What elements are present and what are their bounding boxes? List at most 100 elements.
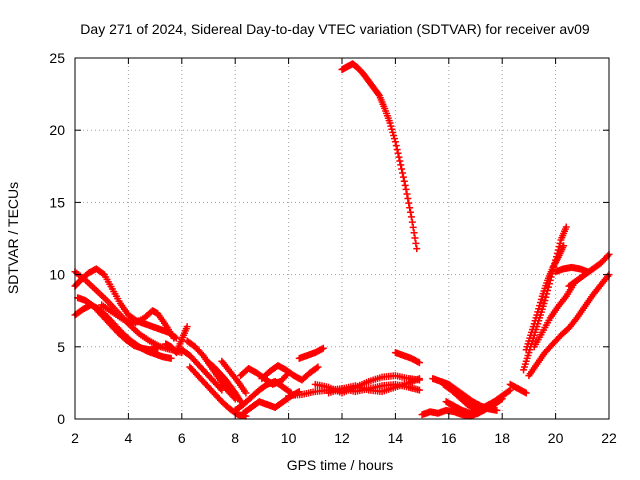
data-point [391,138,399,146]
data-point [236,396,244,404]
y-tick-label: 5 [57,339,65,355]
data-point [542,293,550,301]
data-point [415,359,423,367]
data-point [534,308,542,316]
data-point [415,375,423,383]
series-trackP [295,344,327,362]
series-trackAF [552,263,592,276]
data-point [402,185,410,193]
data-point [556,239,564,247]
series-trackK [218,357,250,397]
x-tick-labels: 2 4 6 8 10 12 14 16 18 20 22 [71,430,617,446]
x-tick-label: 14 [388,430,404,446]
x-tick-label: 10 [281,430,297,446]
data-point [403,190,411,198]
data-point [398,165,406,173]
x-tick-label: 20 [548,430,564,446]
y-tick-label: 10 [49,267,65,283]
series-trackM [231,377,295,414]
y-tick-labels: 0 5 10 15 20 25 [49,50,65,427]
data-point [535,305,543,313]
data-point [536,299,544,307]
data-point [407,208,415,216]
data-point [397,161,405,169]
data-point [562,223,570,231]
data-point [522,389,530,397]
data-point [393,145,401,153]
y-tick-label: 25 [49,50,65,66]
data-point [413,245,421,253]
series-trackG [178,346,226,394]
series-trackJ [205,359,245,406]
x-tick-label: 2 [71,430,79,446]
x-tick-label: 6 [178,430,186,446]
series-trackAD [530,279,578,351]
data-point [584,268,592,276]
y-tick-label: 0 [57,411,65,427]
data-point [167,354,175,362]
x-tick-label: 8 [231,430,239,446]
x-tick-label: 16 [441,430,457,446]
data-point [560,242,568,250]
data-point [399,169,407,177]
data-point [493,406,501,414]
x-tick-label: 4 [125,430,133,446]
data-point [536,302,544,310]
grid-lines [75,58,609,419]
data-point [386,119,394,127]
data-point [412,239,420,247]
y-axis-label: SDTVAR / TECUs [5,182,21,294]
y-tick-label: 20 [49,122,65,138]
data-point [415,386,423,394]
series-trackS [325,375,423,397]
data-point [406,204,414,212]
axis-ticks [74,57,610,420]
data-point [319,344,327,352]
series-trackAE [565,250,613,290]
data-point [391,135,399,143]
data-point [395,153,403,161]
data-point [396,157,404,165]
data-point [242,389,250,397]
data-point [388,125,396,133]
data-point [533,311,541,319]
data-point [170,334,178,342]
data-point [604,252,612,260]
series-trackB [71,265,180,342]
data-point [537,295,545,303]
x-tick-label: 12 [334,430,350,446]
data-point [390,131,398,139]
series-trackF [162,323,191,357]
data-point [387,122,395,130]
data-point [314,363,322,371]
x-tick-label: 22 [601,430,617,446]
series-trackT [338,60,421,253]
data-point [400,177,408,185]
chart-title: Day 271 of 2024, Sidereal Day-to-day VTE… [80,21,590,37]
data-point [154,344,162,352]
data-point [392,142,400,150]
data-point [410,229,418,237]
data-point [389,128,397,136]
series-trackY [442,386,514,417]
data-point [404,195,412,203]
series-trackU [391,349,423,367]
data-point [399,173,407,181]
data-point [407,213,415,221]
series-trackO [258,362,322,384]
x-axis-label: GPS time / hours [287,457,394,473]
series-trackE [74,294,162,354]
data-point [408,218,416,226]
series-trackAB [522,242,568,354]
data-point [183,323,191,331]
data-point [405,199,413,207]
data-point [505,387,513,395]
series-trackZ [506,380,530,397]
series-trackD [98,301,178,342]
data-points [71,60,613,420]
data-point [411,234,419,242]
data-point [394,149,402,157]
data-point [409,223,417,231]
data-point [313,364,321,372]
